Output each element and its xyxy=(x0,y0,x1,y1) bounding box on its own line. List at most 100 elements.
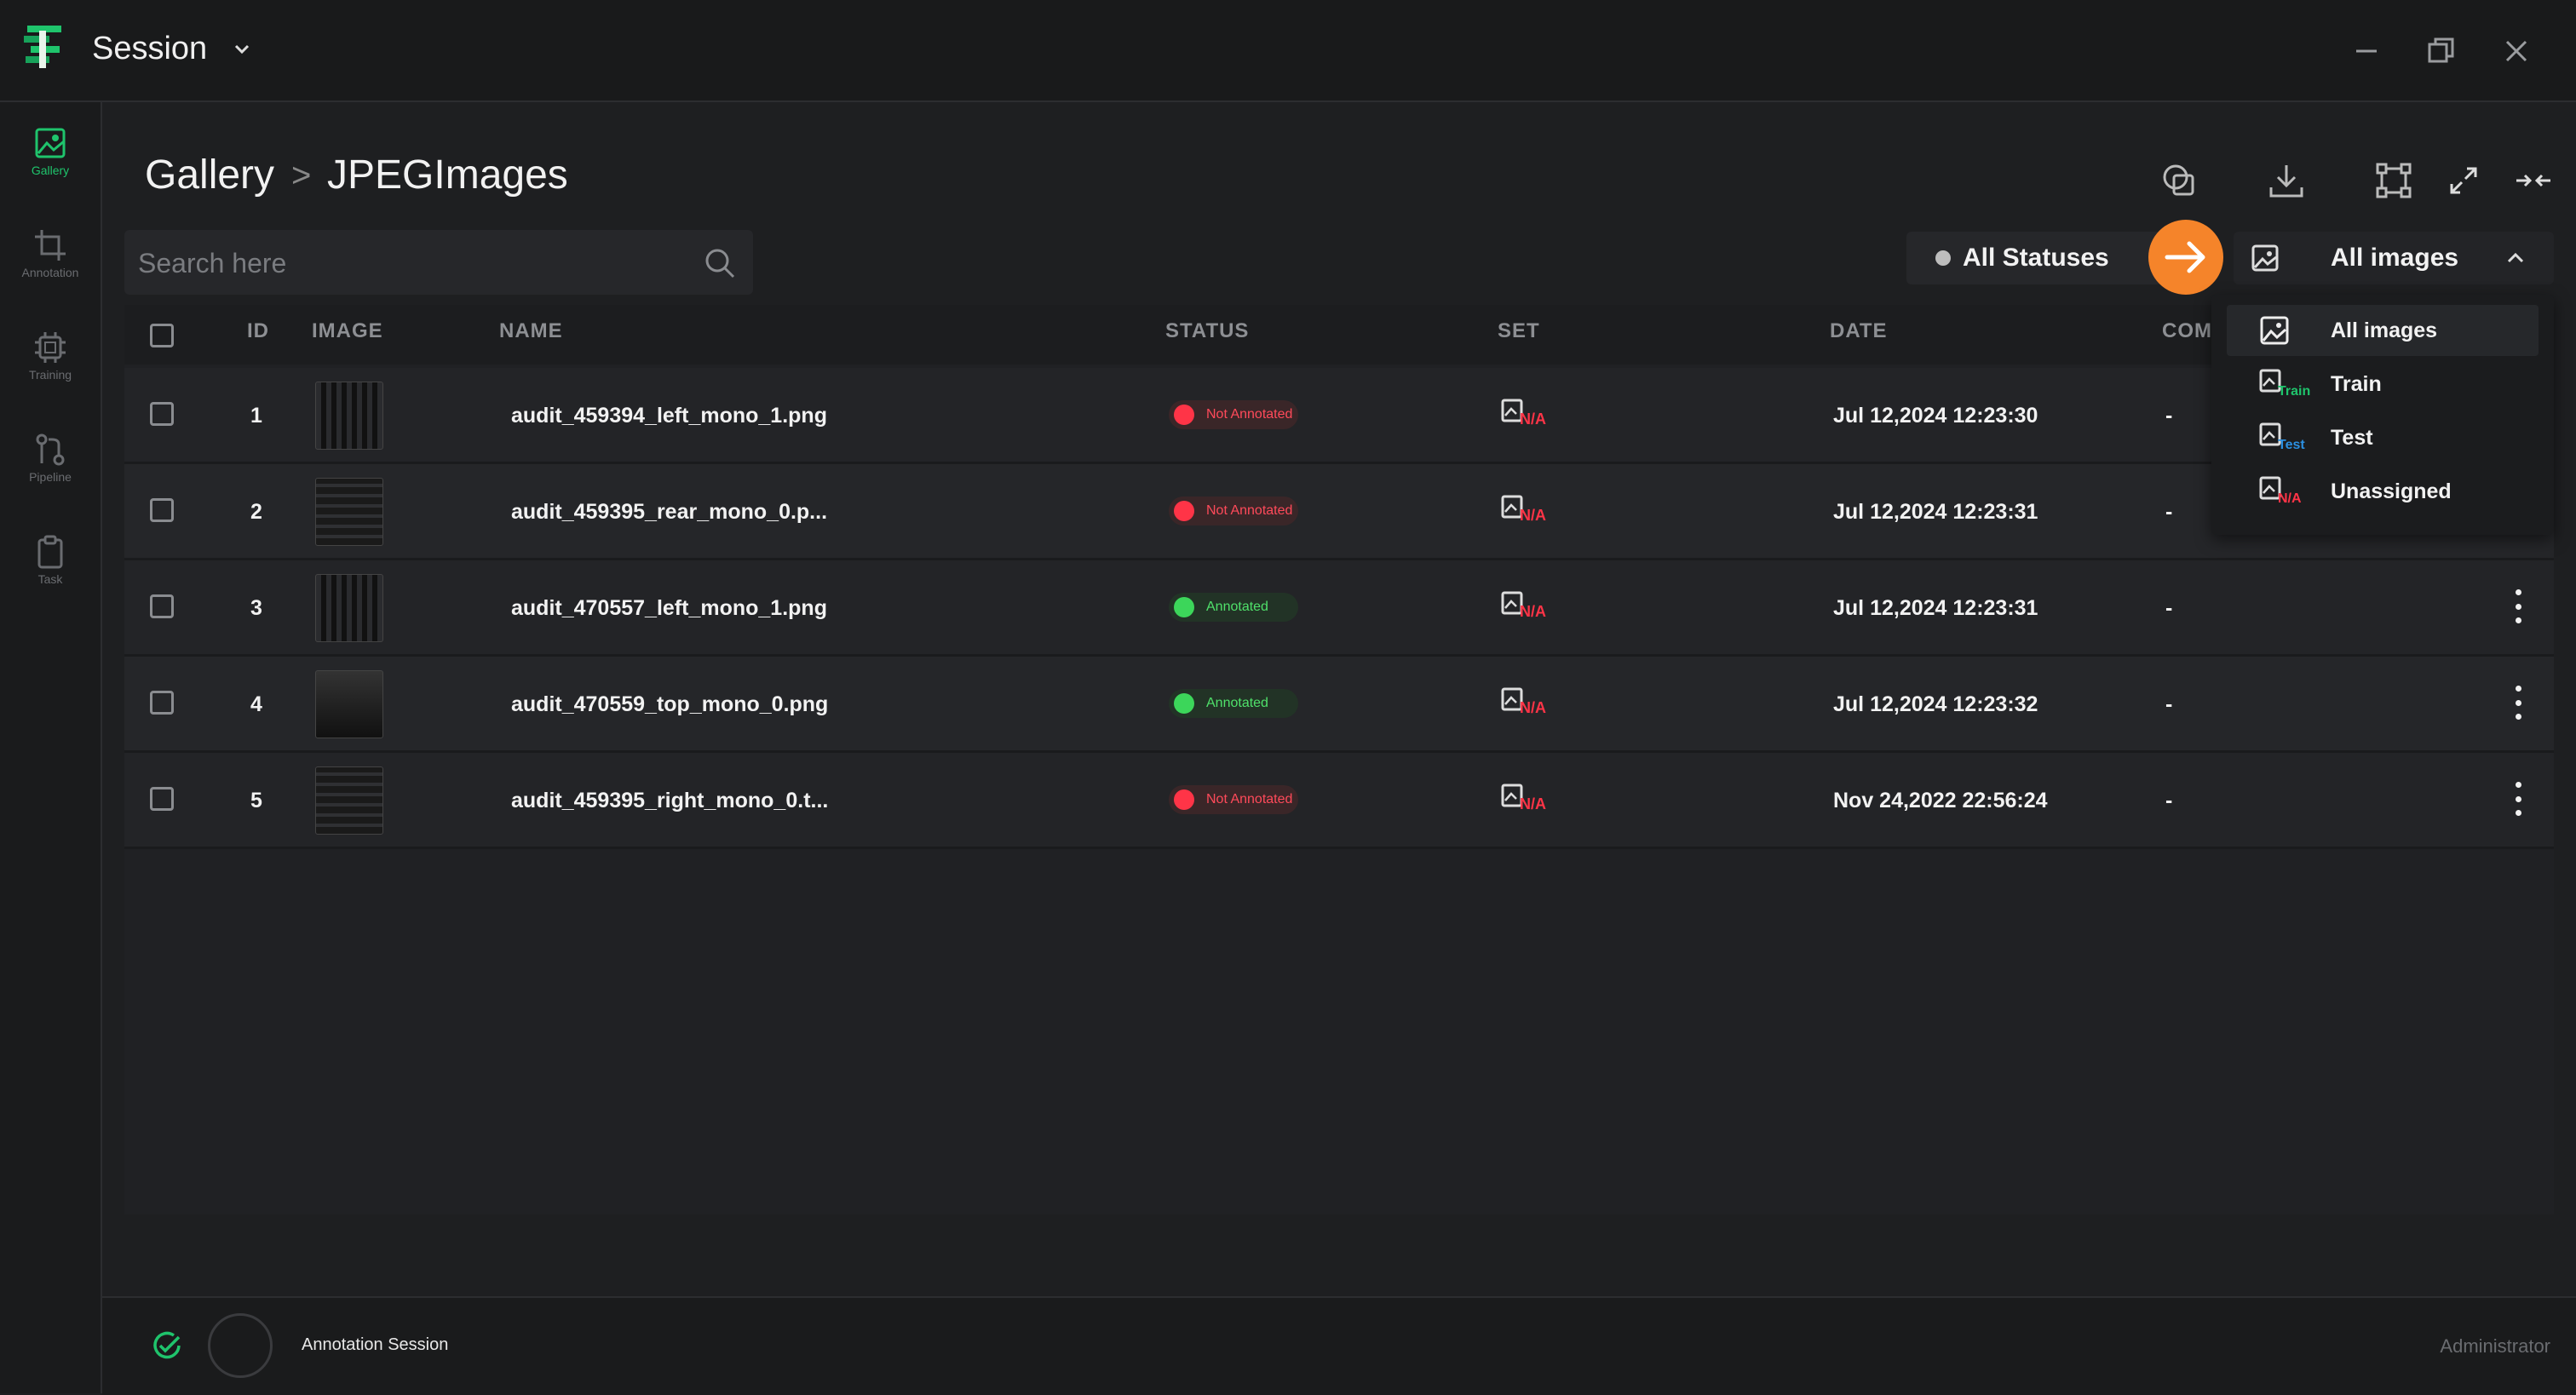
status-badge: Annotated xyxy=(1169,689,1298,718)
row-comment: - xyxy=(2165,596,2173,620)
status-bar: Annotation Session Administrator xyxy=(102,1296,2576,1395)
row-date: Jul 12,2024 12:23:31 xyxy=(1833,596,2038,620)
sidebar-item-training[interactable]: Training xyxy=(0,330,101,416)
avatar[interactable] xyxy=(208,1313,273,1378)
row-checkbox[interactable] xyxy=(150,787,174,811)
set-na-icon: N/A xyxy=(1501,687,1552,721)
image-thumbnail[interactable] xyxy=(315,574,383,642)
image-thumbnail[interactable] xyxy=(315,766,383,835)
row-comment: - xyxy=(2165,404,2173,428)
status-badge: Annotated xyxy=(1169,593,1298,622)
chevron-up-icon xyxy=(2503,245,2528,271)
image-thumbnail[interactable] xyxy=(315,478,383,546)
image-thumbnail[interactable] xyxy=(315,382,383,450)
table-header: ID IMAGE NAME STATUS SET DATE COM xyxy=(124,305,2554,365)
row-checkbox[interactable] xyxy=(150,498,174,522)
table-row[interactable]: 1 audit_459394_left_mono_1.png Not Annot… xyxy=(124,368,2554,464)
image-icon xyxy=(2259,315,2314,349)
expand-icon[interactable] xyxy=(2438,155,2489,206)
clipboard-icon xyxy=(33,535,67,569)
check-circle-icon xyxy=(150,1329,184,1363)
sidebar-item-gallery[interactable]: Gallery xyxy=(0,126,101,211)
table-row[interactable]: 4 audit_470559_top_mono_0.png Annotated … xyxy=(124,657,2554,753)
title-bar xyxy=(0,0,2576,102)
chevron-down-icon[interactable] xyxy=(230,37,254,61)
image-thumbnail[interactable] xyxy=(315,670,383,738)
pipeline-icon xyxy=(33,433,67,467)
image-set-dropdown: All images Train Train Test Test N/A Una… xyxy=(2211,295,2554,535)
more-options-icon[interactable] xyxy=(2510,589,2527,623)
header-id[interactable]: ID xyxy=(247,319,269,342)
row-date: Jul 12,2024 12:23:30 xyxy=(1833,404,2038,428)
select-area-icon[interactable] xyxy=(2368,155,2419,206)
status-filter[interactable]: All Statuses xyxy=(1906,232,2162,284)
breadcrumb-separator: > xyxy=(291,157,312,194)
search-input[interactable] xyxy=(136,230,685,296)
collapse-icon[interactable] xyxy=(2508,155,2559,206)
app-title: Session xyxy=(92,31,208,66)
sidebar-item-pipeline[interactable]: Pipeline xyxy=(0,433,101,518)
dropdown-item-all-images[interactable]: All images xyxy=(2227,305,2539,356)
download-icon[interactable] xyxy=(2261,155,2312,206)
row-name[interactable]: audit_470557_left_mono_1.png xyxy=(511,596,827,620)
set-na-icon: N/A xyxy=(1501,784,1552,818)
row-name[interactable]: audit_470559_top_mono_0.png xyxy=(511,692,829,716)
close-button[interactable] xyxy=(2493,27,2540,75)
sidebar-item-label: Gallery xyxy=(31,164,70,177)
image-set-filter[interactable]: All images xyxy=(2234,232,2554,284)
row-id: 5 xyxy=(250,789,262,812)
restore-button[interactable] xyxy=(2418,27,2465,75)
dropdown-item-test[interactable]: Test Test xyxy=(2227,412,2539,463)
status-dot-icon xyxy=(1935,250,1951,266)
header-comment[interactable]: COM xyxy=(2162,319,2212,342)
set-na-icon: N/A xyxy=(1501,591,1552,625)
row-checkbox[interactable] xyxy=(150,691,174,715)
sidebar-item-label: Pipeline xyxy=(29,470,72,484)
header-status[interactable]: STATUS xyxy=(1165,319,1250,342)
compare-icon[interactable] xyxy=(2153,155,2205,206)
unassigned-set-icon: N/A xyxy=(2259,476,2314,510)
dropdown-item-label: All images xyxy=(2331,318,2438,342)
dropdown-item-label: Unassigned xyxy=(2331,479,2452,503)
search-box xyxy=(124,230,753,296)
session-label: Annotation Session xyxy=(302,1335,449,1354)
dropdown-item-unassigned[interactable]: N/A Unassigned xyxy=(2227,466,2539,517)
sidebar-item-label: Task xyxy=(37,572,63,586)
row-id: 4 xyxy=(250,692,262,716)
dropdown-item-label: Train xyxy=(2331,371,2382,396)
sidebar-item-annotation[interactable]: Annotation xyxy=(0,228,101,313)
breadcrumb-current: JPEGImages xyxy=(327,152,568,198)
status-badge: Not Annotated xyxy=(1169,785,1298,814)
header-set[interactable]: SET xyxy=(1498,319,1540,342)
search-icon[interactable] xyxy=(704,247,736,279)
arrow-right-icon xyxy=(2148,220,2223,295)
row-name[interactable]: audit_459395_right_mono_0.t... xyxy=(511,789,829,812)
breadcrumb-root[interactable]: Gallery xyxy=(145,152,275,198)
sidebar-item-task[interactable]: Task xyxy=(0,535,101,620)
table-row[interactable]: 3 audit_470557_left_mono_1.png Annotated… xyxy=(124,560,2554,657)
row-id: 1 xyxy=(250,404,262,428)
row-name[interactable]: audit_459394_left_mono_1.png xyxy=(511,404,827,428)
set-na-icon: N/A xyxy=(1501,495,1552,529)
status-filter-label: All Statuses xyxy=(1963,244,2109,272)
table-row[interactable]: 5 audit_459395_right_mono_0.t... Not Ann… xyxy=(124,753,2554,849)
select-all-checkbox[interactable] xyxy=(150,324,174,347)
dropdown-item-train[interactable]: Train Train xyxy=(2227,359,2539,410)
row-checkbox[interactable] xyxy=(150,594,174,618)
row-checkbox[interactable] xyxy=(150,402,174,426)
row-name[interactable]: audit_459395_rear_mono_0.p... xyxy=(511,500,828,524)
chip-icon xyxy=(33,330,67,365)
image-icon xyxy=(33,126,67,160)
more-options-icon[interactable] xyxy=(2510,782,2527,816)
image-table: ID IMAGE NAME STATUS SET DATE COM 1 audi… xyxy=(124,305,2554,1214)
user-label: Administrator xyxy=(2440,1335,2550,1357)
more-options-icon[interactable] xyxy=(2510,686,2527,720)
sidebar-item-label: Training xyxy=(28,368,72,382)
header-name[interactable]: NAME xyxy=(499,319,563,342)
row-date: Jul 12,2024 12:23:32 xyxy=(1833,692,2038,716)
row-comment: - xyxy=(2165,500,2173,524)
minimize-button[interactable] xyxy=(2343,27,2390,75)
app-logo-icon xyxy=(22,22,68,72)
table-row[interactable]: 2 audit_459395_rear_mono_0.p... Not Anno… xyxy=(124,464,2554,560)
header-date[interactable]: DATE xyxy=(1830,319,1888,342)
